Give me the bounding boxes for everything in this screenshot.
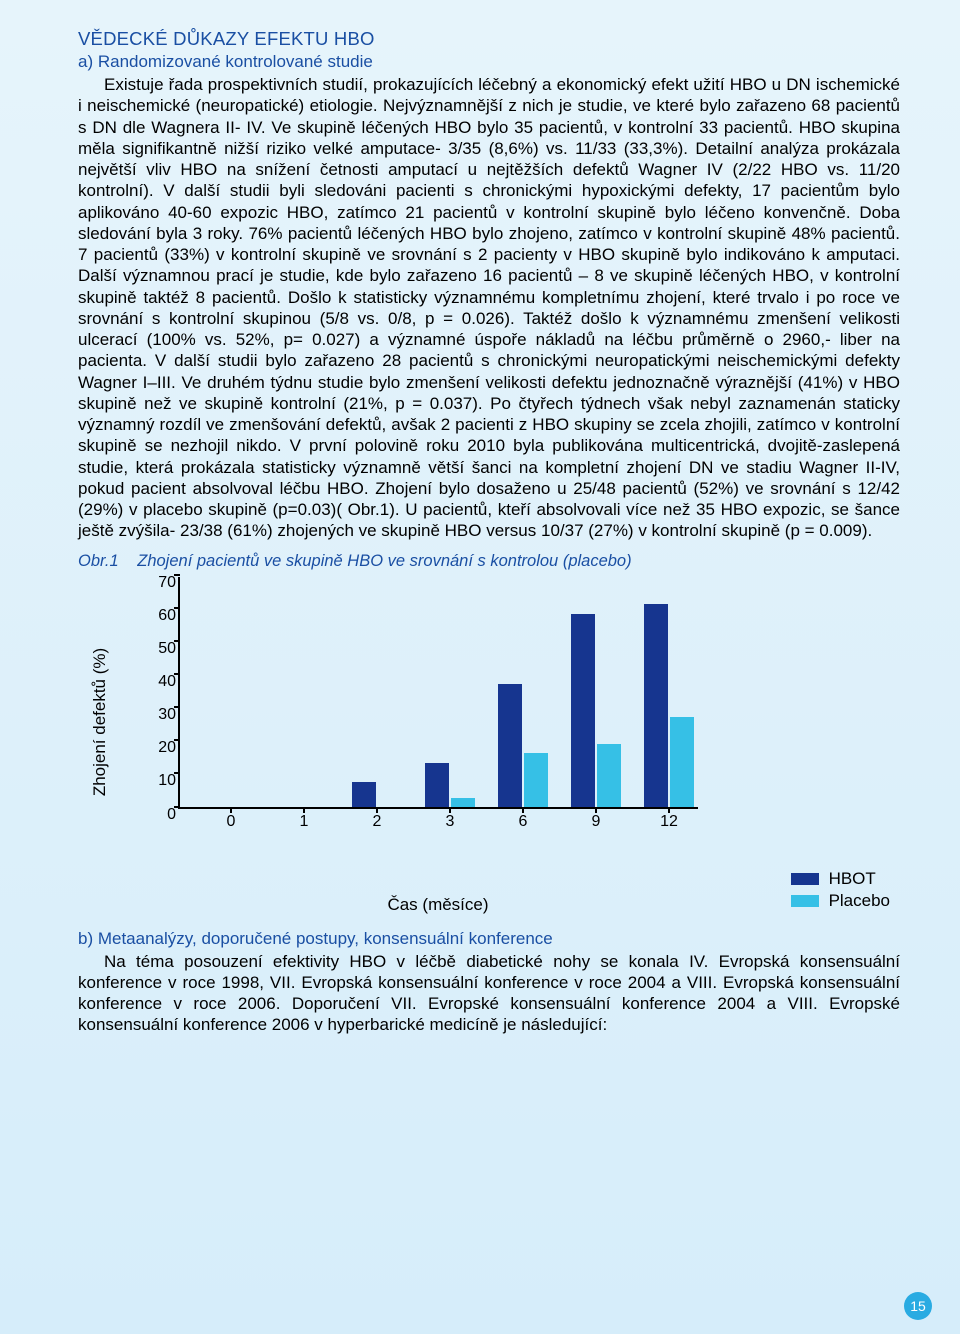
- chart-bar: [524, 753, 548, 806]
- chart-xtick-label: 3: [446, 813, 455, 831]
- chart-legend-swatch: [791, 873, 819, 885]
- chart-legend-item: HBOT: [791, 869, 890, 889]
- chart-ytick-label: 30: [142, 706, 176, 724]
- page-title: VĚDECKÉ DŮKAZY EFEKTU HBO: [78, 28, 900, 50]
- figure-caption-text: Zhojení pacientů ve skupině HBO ve srovn…: [137, 552, 631, 570]
- chart-xtick-label: 9: [592, 813, 601, 831]
- chart-xtick-label: 2: [373, 813, 382, 831]
- chart-ytick-mark: [174, 640, 180, 642]
- chart-legend-label: Placebo: [829, 891, 890, 911]
- chart-xtick-label: 12: [660, 813, 678, 831]
- chart-legend-swatch: [791, 895, 819, 907]
- chart-ytick-label: 10: [142, 772, 176, 790]
- chart-xtick-label: 0: [227, 813, 236, 831]
- chart-legend: HBOTPlacebo: [791, 867, 890, 911]
- section-b-body: Na téma posouzení efektivity HBO v léčbě…: [78, 951, 900, 1036]
- chart-bar: [670, 717, 694, 806]
- chart-bar: [352, 782, 376, 807]
- section-b-heading: b) Metaanalýzy, doporučené postupy, kons…: [78, 929, 900, 949]
- chart-ytick-label: 60: [142, 607, 176, 625]
- chart-ytick-mark: [174, 673, 180, 675]
- chart-ytick-label: 0: [142, 806, 176, 824]
- chart-ytick-mark: [174, 806, 180, 808]
- chart-bar: [425, 763, 449, 806]
- chart-bar: [644, 604, 668, 806]
- figure-caption-number: Obr.1: [78, 552, 119, 570]
- chart-ytick-mark: [174, 772, 180, 774]
- chart-legend-item: Placebo: [791, 891, 890, 911]
- chart-bar: [597, 744, 621, 807]
- chart-ytick-mark: [174, 607, 180, 609]
- chart-ytick-label: 40: [142, 673, 176, 691]
- section-a-heading: a) Randomizované kontrolované studie: [78, 52, 900, 72]
- chart-bar: [451, 798, 475, 806]
- chart-bar: [571, 614, 595, 806]
- chart-plot-area: 01020304050607001236912: [178, 577, 698, 809]
- chart-x-axis-label: Čas (měsíce): [178, 895, 698, 915]
- page-number-badge: 15: [904, 1292, 932, 1320]
- chart-ytick-label: 20: [142, 739, 176, 757]
- page: VĚDECKÉ DŮKAZY EFEKTU HBO a) Randomizova…: [0, 0, 960, 1056]
- bar-chart: Zhojení defektů (%) 01020304050607001236…: [126, 577, 886, 867]
- chart-ytick-mark: [174, 706, 180, 708]
- chart-xtick-label: 6: [519, 813, 528, 831]
- figure-caption: Obr.1 Zhojení pacientů ve skupině HBO ve…: [78, 552, 900, 571]
- section-a-body: Existuje řada prospektivních studií, pro…: [78, 74, 900, 542]
- chart-xtick-label: 1: [300, 813, 309, 831]
- chart-legend-label: HBOT: [829, 869, 876, 889]
- chart-ytick-label: 50: [142, 640, 176, 658]
- chart-ytick-mark: [174, 574, 180, 576]
- chart-ytick-label: 70: [142, 574, 176, 592]
- chart-y-axis-label: Zhojení defektů (%): [90, 647, 110, 795]
- chart-bar: [498, 684, 522, 807]
- chart-ytick-mark: [174, 739, 180, 741]
